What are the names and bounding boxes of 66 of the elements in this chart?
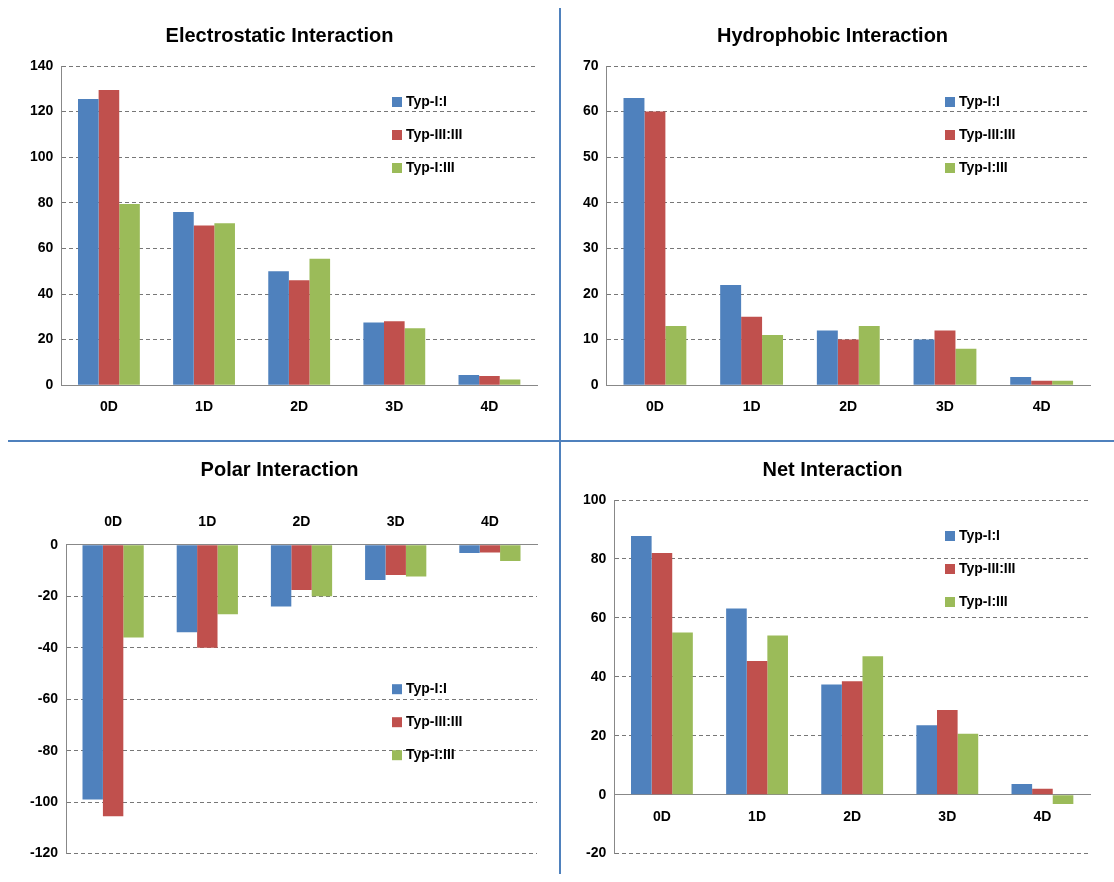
legend-label: Typ-I:III	[959, 158, 1008, 175]
y-tick-label: 100	[583, 490, 607, 507]
y-tick-label: 60	[590, 608, 607, 625]
y-tick-label: -120	[29, 844, 59, 861]
y-tick-label: 10	[582, 330, 599, 347]
legend-label: Typ-I:I	[406, 92, 447, 109]
y-tick-label: 80	[590, 549, 607, 566]
x-tick-label: 2D	[292, 513, 311, 530]
y-tick-label: 20	[582, 284, 599, 301]
x-tick-label: 2D	[839, 398, 858, 415]
x-tick-label: 3D	[385, 398, 404, 415]
x-tick-label: 4D	[1032, 398, 1051, 415]
x-tick-label: 1D	[748, 807, 766, 824]
y-tick-label: 40	[582, 193, 599, 210]
y-tick-label: 60	[582, 102, 599, 119]
y-tick-label: 40	[590, 667, 607, 684]
chart-title: Net Interaction	[762, 457, 903, 480]
legend-label: Typ-I:I	[406, 680, 447, 697]
x-tick-label: 3D	[938, 807, 957, 824]
y-tick-label: 0	[598, 785, 607, 802]
y-tick-label: 30	[582, 239, 599, 256]
y-tick-label: 0	[50, 535, 59, 552]
y-tick-label: -100	[29, 792, 59, 809]
x-tick-label: 4D	[480, 513, 499, 530]
x-tick-label: 0D	[99, 398, 118, 415]
x-tick-label: 1D	[742, 398, 761, 415]
chart-title: Electrostatic Interaction	[165, 23, 394, 46]
y-tick-label: 50	[582, 148, 599, 165]
legend-label: Typ-III:III	[959, 125, 1016, 142]
x-tick-label: 1D	[195, 398, 213, 415]
y-tick-label: 40	[37, 284, 54, 301]
y-tick-label: 0	[590, 376, 599, 393]
x-tick-label: 0D	[652, 807, 671, 824]
legend-label: Typ-III:III	[406, 125, 463, 142]
y-tick-label: 0	[45, 376, 54, 393]
x-tick-label: 2D	[290, 398, 309, 415]
y-tick-label: -60	[37, 690, 59, 707]
x-tick-label: 0D	[104, 513, 123, 530]
y-tick-label: 140	[30, 56, 54, 73]
x-tick-label: 2D	[843, 807, 862, 824]
x-tick-label: 0D	[645, 398, 664, 415]
y-tick-label: -40	[37, 638, 59, 655]
chart-title: Hydrophobic Interaction	[716, 23, 949, 46]
legend-label: Typ-III:III	[959, 559, 1016, 576]
y-tick-label: 60	[37, 239, 54, 256]
legend-label: Typ-I:I	[959, 92, 1000, 109]
y-tick-label: -80	[37, 741, 59, 758]
legend-label: Typ-III:III	[406, 713, 463, 730]
y-tick-label: 20	[590, 726, 607, 743]
y-tick-label: 70	[582, 56, 599, 73]
y-tick-label: 120	[30, 102, 54, 119]
y-tick-label: -20	[586, 844, 607, 861]
x-tick-label: 4D	[480, 398, 499, 415]
legend-label: Typ-I:III	[406, 746, 455, 763]
x-tick-label: 3D	[936, 398, 954, 415]
x-tick-label: 3D	[386, 513, 405, 530]
chart-title: Polar Interaction	[200, 457, 359, 480]
legend-label: Typ-I:III	[406, 158, 455, 175]
x-tick-label: 4D	[1033, 807, 1052, 824]
y-tick-label: 20	[37, 330, 54, 347]
y-tick-label: 80	[37, 193, 54, 210]
y-tick-label: 100	[30, 148, 54, 165]
y-tick-label: -20	[37, 587, 59, 604]
x-tick-label: 1D	[198, 513, 217, 530]
legend-label: Typ-I:III	[959, 592, 1008, 609]
legend-label: Typ-I:I	[959, 526, 1000, 543]
